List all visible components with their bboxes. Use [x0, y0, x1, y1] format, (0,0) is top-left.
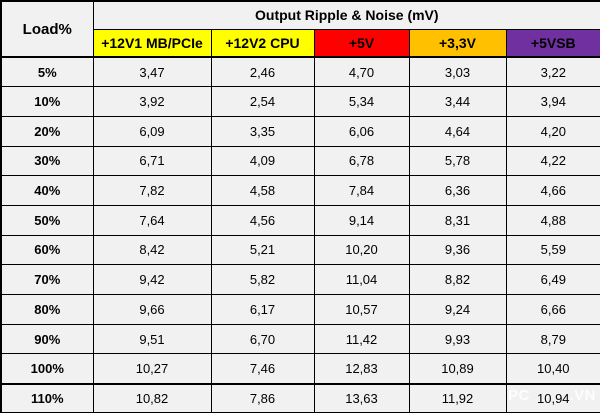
- column-header-5vsb: +5VSB: [505, 28, 600, 58]
- value-cell: 12,83: [313, 353, 410, 385]
- table-row: 40% 7,82 4,58 7,84 6,36 4,66: [0, 175, 600, 206]
- value-cell: 6,78: [313, 145, 410, 177]
- table-row: 10% 3,92 2,54 5,34 3,44 3,94: [0, 86, 600, 117]
- value-cell: 9,93: [408, 323, 507, 355]
- value-cell: 3,22: [505, 56, 600, 88]
- value-cell: 9,42: [92, 264, 212, 295]
- value-cell: 5,34: [313, 86, 410, 117]
- load-label: 100%: [0, 353, 94, 385]
- table-row: 30% 6,71 4,09 6,78 5,78 4,22: [0, 145, 600, 177]
- value-cell: 11,42: [313, 323, 410, 355]
- value-cell: 6,06: [313, 115, 410, 147]
- value-cell: 3,92: [92, 86, 212, 117]
- value-cell: 10,94: [505, 382, 600, 413]
- value-cell: 10,27: [92, 353, 212, 385]
- value-cell: 10,40: [505, 353, 600, 385]
- value-cell: 7,46: [210, 353, 315, 385]
- value-cell: 2,46: [210, 56, 315, 88]
- value-cell: 9,36: [408, 234, 507, 266]
- value-cell: 11,04: [313, 264, 410, 295]
- table-row: 5% 3,47 2,46 4,70 3,03 3,22: [0, 56, 600, 88]
- rail-header-row: +12V1 MB/PCIe +12V2 CPU +5V +3,3V +5VSB: [1, 28, 600, 58]
- table-row: 20% 6,09 3,35 6,06 4,64 4,20: [0, 115, 600, 147]
- load-label: 5%: [0, 56, 94, 88]
- load-label: 80%: [0, 294, 94, 325]
- table-row: 60% 8,42 5,21 10,20 9,36 5,59: [0, 234, 600, 266]
- value-cell: 9,51: [92, 323, 212, 355]
- column-header-5v: +5V: [313, 28, 410, 58]
- value-cell: 3,44: [408, 86, 507, 117]
- value-cell: 6,09: [92, 115, 212, 147]
- load-percent-header: Load%: [0, 0, 94, 58]
- value-cell: 10,82: [92, 382, 212, 413]
- value-cell: 7,82: [92, 175, 212, 206]
- value-cell: 3,03: [408, 56, 507, 88]
- value-cell: 10,57: [313, 294, 410, 325]
- load-label: 20%: [0, 115, 94, 147]
- value-cell: 6,17: [210, 294, 315, 325]
- value-cell: 7,64: [92, 204, 212, 236]
- value-cell: 8,31: [408, 204, 507, 236]
- value-cell: 6,71: [92, 145, 212, 177]
- value-cell: 7,84: [313, 175, 410, 206]
- value-cell: 6,70: [210, 323, 315, 355]
- value-cell: 4,66: [505, 175, 600, 206]
- column-header-3v3: +3,3V: [408, 28, 507, 58]
- column-header-12v1-mb-pcie: +12V1 MB/PCIe: [92, 28, 212, 58]
- value-cell: 3,94: [505, 86, 600, 117]
- value-cell: 6,49: [505, 264, 600, 295]
- value-cell: 4,09: [210, 145, 315, 177]
- table-row: 110% 10,82 7,86 13,63 11,92 10,94: [0, 382, 600, 413]
- load-label: 110%: [0, 382, 94, 413]
- value-cell: 5,21: [210, 234, 315, 266]
- load-label: 60%: [0, 234, 94, 266]
- value-cell: 3,47: [92, 56, 212, 88]
- load-label: 90%: [0, 323, 94, 355]
- load-label: 40%: [0, 175, 94, 206]
- load-label: 10%: [0, 86, 94, 117]
- value-cell: 10,20: [313, 234, 410, 266]
- value-cell: 3,35: [210, 115, 315, 147]
- value-cell: 9,24: [408, 294, 507, 325]
- value-cell: 11,92: [408, 382, 507, 413]
- load-label: 30%: [0, 145, 94, 177]
- value-cell: 10,89: [408, 353, 507, 385]
- table-title: Output Ripple & Noise (mV): [92, 0, 600, 30]
- value-cell: 7,86: [210, 382, 315, 413]
- table-row: 100% 10,27 7,46 12,83 10,89 10,40: [0, 353, 600, 385]
- value-cell: 4,58: [210, 175, 315, 206]
- value-cell: 6,66: [505, 294, 600, 325]
- value-cell: 5,59: [505, 234, 600, 266]
- value-cell: 13,63: [313, 382, 410, 413]
- value-cell: 4,88: [505, 204, 600, 236]
- value-cell: 4,20: [505, 115, 600, 147]
- table-row: 80% 9,66 6,17 10,57 9,24 6,66: [0, 294, 600, 325]
- value-cell: 4,22: [505, 145, 600, 177]
- table-row: 90% 9,51 6,70 11,42 9,93 8,79: [0, 323, 600, 355]
- title-row: Load% Output Ripple & Noise (mV): [0, 0, 600, 58]
- load-label: 70%: [0, 264, 94, 295]
- column-header-12v2-cpu: +12V2 CPU: [210, 28, 315, 58]
- table-row: 70% 9,42 5,82 11,04 8,82 6,49: [0, 264, 600, 295]
- value-cell: 2,54: [210, 86, 315, 117]
- value-cell: 5,82: [210, 264, 315, 295]
- value-cell: 6,36: [408, 175, 507, 206]
- value-cell: 8,82: [408, 264, 507, 295]
- value-cell: 8,42: [92, 234, 212, 266]
- value-cell: 4,64: [408, 115, 507, 147]
- value-cell: 5,78: [408, 145, 507, 177]
- value-cell: 9,66: [92, 294, 212, 325]
- value-cell: 4,56: [210, 204, 315, 236]
- load-label: 50%: [0, 204, 94, 236]
- value-cell: 8,79: [505, 323, 600, 355]
- value-cell: 4,70: [313, 56, 410, 88]
- value-cell: 9,14: [313, 204, 410, 236]
- table-row: 50% 7,64 4,56 9,14 8,31 4,88: [0, 204, 600, 236]
